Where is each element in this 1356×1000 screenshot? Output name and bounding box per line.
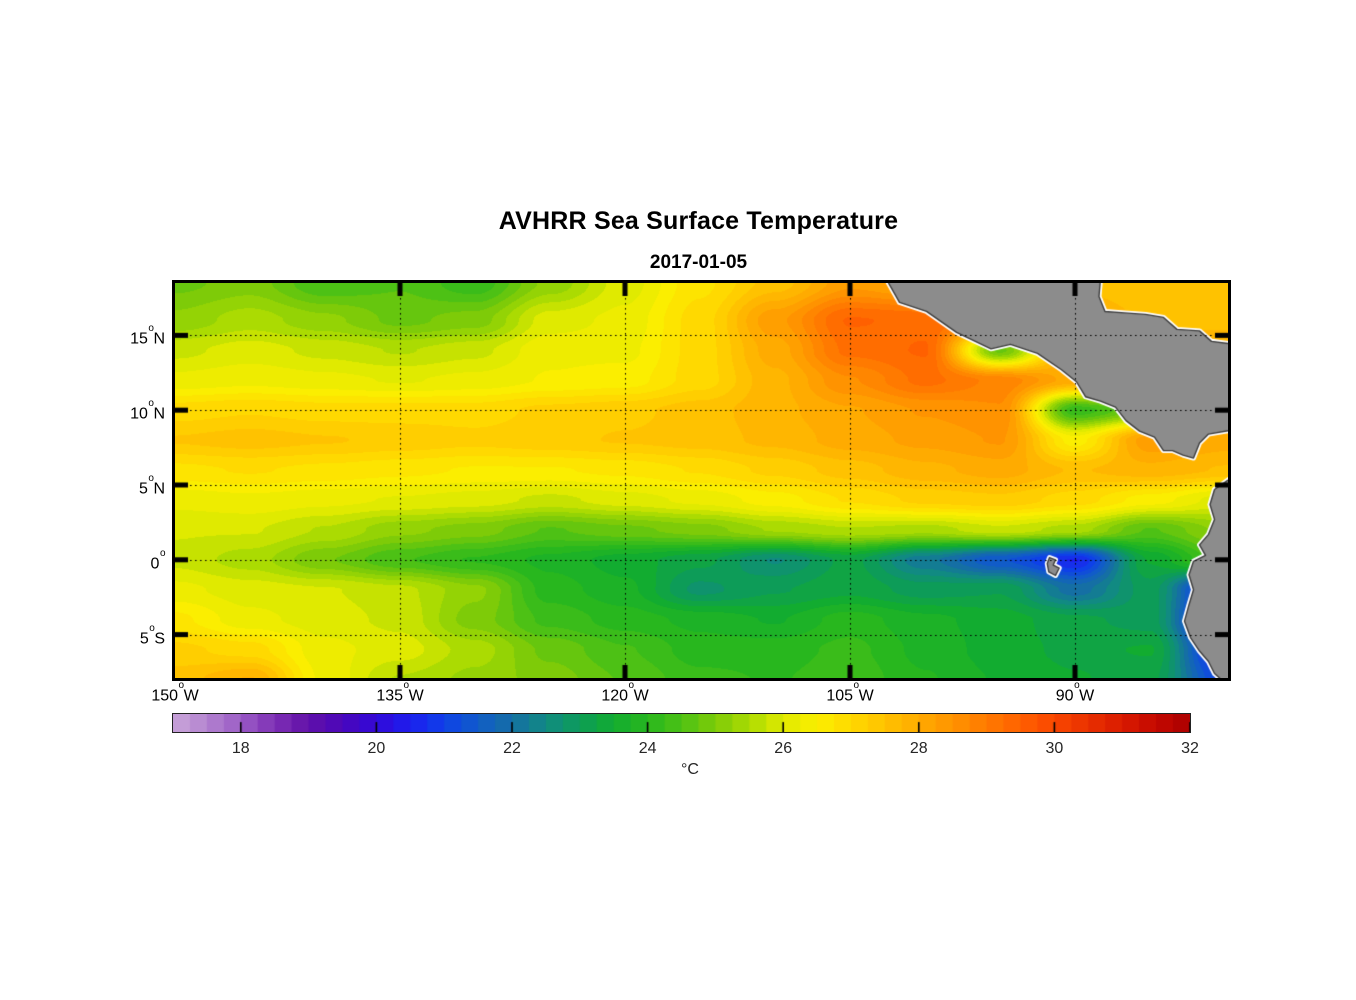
colorbar-tick-label: 24	[638, 740, 657, 757]
x-tick-label: 105oW	[826, 680, 874, 705]
x-tick-label: 90oW	[1055, 680, 1095, 705]
x-tick-label-hemisphere: W	[1079, 687, 1095, 705]
y-tick-label: 5oS	[139, 622, 165, 647]
x-tick-label-hemisphere: W	[183, 687, 199, 705]
colorbar-tick-label: 22	[503, 740, 521, 757]
y-tick-label-value: 5	[138, 480, 148, 498]
degree-superscript: o	[853, 680, 860, 691]
y-axis-tick-labels: 15oN 10oN 5oN 0o 5oS	[60, 283, 165, 678]
colorbar-tick-labels: 18 20 22 24 26 28 30 32	[173, 740, 1199, 762]
degree-superscript: o	[159, 547, 166, 559]
degree-superscript: o	[148, 323, 154, 335]
colorbar-tick-label: 18	[231, 740, 250, 757]
colorbar-canvas	[173, 714, 1190, 732]
degree-superscript: o	[1074, 680, 1080, 691]
chart-title: AVHRR Sea Surface Temperature	[498, 207, 899, 235]
x-tick-label-value: 120	[601, 687, 629, 705]
x-tick-label-value: 135	[376, 687, 404, 705]
colorbar-tick-label: 30	[1045, 740, 1064, 757]
chart-subtitle: 2017-01-05	[649, 252, 748, 273]
colorbar	[172, 713, 1191, 733]
x-tick-label: 150oW	[151, 680, 199, 705]
y-tick-label-hemisphere: N	[153, 405, 165, 423]
y-tick-label-hemisphere: S	[154, 629, 165, 647]
sst-heatmap-canvas	[175, 283, 1228, 678]
x-tick-label-hemisphere: W	[858, 687, 874, 705]
y-tick-label-hemisphere: N	[153, 330, 165, 348]
colorbar-tick-label: 32	[1181, 740, 1199, 757]
y-tick-label-value: 0	[150, 555, 160, 573]
y-tick-label: 5oN	[138, 472, 165, 498]
x-axis-tick-labels: 150oW 135oW 120oW 105oW 90oW	[0, 680, 1356, 712]
x-tick-label-value: 90	[1055, 687, 1074, 705]
y-tick-label-value: 5	[139, 629, 149, 647]
degree-superscript: o	[628, 680, 635, 691]
x-tick-label-value: 150	[151, 687, 179, 705]
y-tick-label-value: 10	[130, 405, 148, 423]
degree-superscript: o	[403, 680, 410, 691]
y-tick-label-value: 15	[130, 330, 148, 348]
x-tick-label: 120oW	[601, 680, 649, 705]
x-tick-label-value: 105	[826, 687, 854, 705]
colorbar-unit-label: °C	[681, 761, 699, 778]
sst-map	[172, 280, 1231, 681]
degree-superscript: o	[178, 680, 185, 691]
x-tick-label-hemisphere: W	[408, 687, 424, 705]
colorbar-tick-label: 28	[909, 740, 928, 757]
colorbar-tick-label: 26	[774, 740, 793, 757]
x-tick-label-hemisphere: W	[633, 687, 649, 705]
degree-superscript: o	[148, 398, 154, 410]
y-tick-label: 0o	[150, 547, 166, 573]
degree-superscript: o	[148, 472, 154, 484]
y-tick-label-hemisphere: N	[153, 480, 165, 498]
degree-superscript: o	[149, 622, 155, 634]
y-tick-label: 15oN	[130, 323, 165, 348]
colorbar-tick-label: 20	[367, 740, 386, 757]
y-tick-label: 10oN	[130, 398, 165, 423]
x-tick-label: 135oW	[376, 680, 424, 705]
